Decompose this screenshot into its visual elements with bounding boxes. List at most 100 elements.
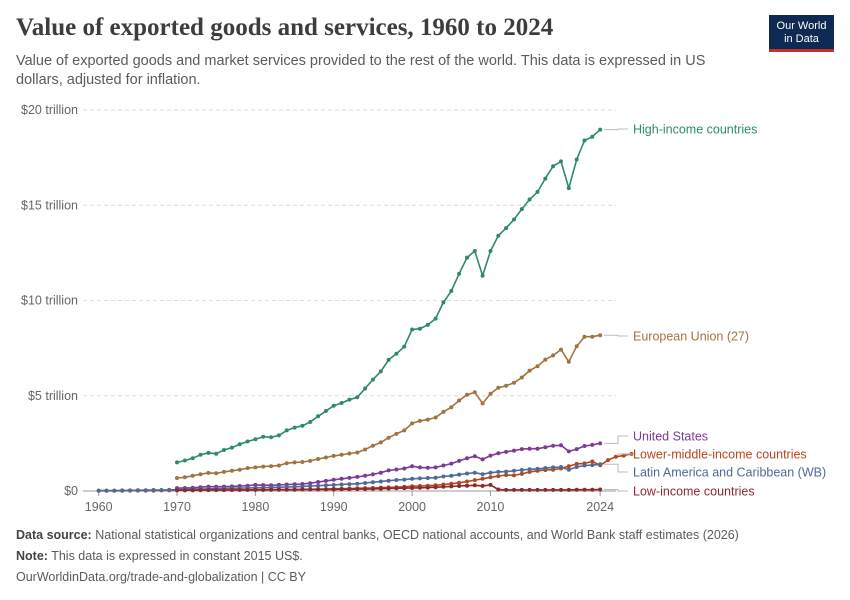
- data-point: [590, 134, 595, 139]
- data-point: [323, 483, 328, 488]
- data-point: [527, 487, 532, 492]
- data-point: [316, 487, 321, 492]
- data-point: [535, 446, 540, 451]
- data-point: [276, 433, 281, 438]
- data-point: [323, 487, 328, 492]
- data-point: [182, 475, 187, 480]
- data-point: [276, 487, 281, 492]
- x-tick-label: 1960: [85, 500, 113, 514]
- data-point: [378, 479, 383, 484]
- data-point: [182, 488, 187, 493]
- data-point: [527, 467, 532, 472]
- y-tick-label: $10 trillion: [21, 294, 78, 308]
- data-point: [433, 316, 438, 321]
- data-point: [378, 369, 383, 374]
- data-point: [347, 487, 352, 492]
- data-point: [433, 465, 438, 470]
- data-point: [370, 480, 375, 485]
- data-point: [339, 482, 344, 487]
- data-point: [214, 451, 219, 456]
- label-connector: [604, 435, 628, 444]
- data-point: [323, 455, 328, 460]
- data-point: [504, 473, 509, 477]
- data-point: [590, 442, 595, 447]
- data-point: [566, 186, 571, 191]
- data-point: [519, 471, 524, 476]
- data-point: [394, 431, 399, 436]
- data-point: [417, 326, 422, 331]
- data-point: [261, 464, 266, 469]
- logo-line-2: in Data: [784, 33, 819, 45]
- data-point: [175, 488, 179, 493]
- data-point: [402, 477, 407, 482]
- y-tick-label: $20 trillion: [21, 103, 78, 117]
- data-point: [590, 487, 595, 492]
- data-point: [308, 484, 313, 488]
- owid-logo[interactable]: Our World in Data: [769, 15, 834, 52]
- series-label: High-income countries: [633, 123, 757, 137]
- data-point: [496, 385, 501, 390]
- data-point: [582, 463, 587, 468]
- data-point: [159, 488, 164, 492]
- data-point: [370, 472, 375, 477]
- data-point: [386, 468, 391, 473]
- data-point: [441, 300, 446, 305]
- data-point: [402, 344, 407, 349]
- data-point: [425, 417, 430, 422]
- source-label: Data source:: [16, 528, 92, 542]
- data-point: [598, 487, 603, 492]
- data-point: [417, 485, 422, 490]
- data-point: [559, 465, 563, 469]
- data-point: [214, 471, 219, 476]
- data-point: [465, 471, 469, 476]
- data-point: [449, 405, 454, 410]
- data-point: [488, 391, 493, 396]
- data-point: [559, 443, 563, 448]
- data-point: [551, 443, 556, 448]
- data-point: [566, 487, 571, 492]
- data-point: [535, 487, 540, 492]
- data-point: [566, 464, 571, 469]
- data-point: [598, 127, 603, 132]
- data-point: [410, 476, 415, 481]
- data-point: [378, 486, 383, 491]
- note-label: Note:: [16, 549, 48, 563]
- data-point: [355, 474, 360, 479]
- data-point: [519, 487, 524, 492]
- data-point: [245, 439, 250, 444]
- data-point: [222, 448, 226, 452]
- data-point: [551, 487, 556, 492]
- data-point: [245, 487, 250, 492]
- data-point: [457, 271, 462, 276]
- data-point: [559, 159, 563, 164]
- data-point: [300, 487, 305, 492]
- data-point: [128, 488, 132, 493]
- series-label: Lower-middle-income countries: [633, 448, 807, 462]
- footer-url[interactable]: OurWorldinData.org/trade-and-globalizati…: [16, 570, 306, 584]
- data-point: [245, 466, 250, 471]
- data-point: [206, 450, 211, 455]
- data-point: [167, 487, 172, 492]
- data-point: [386, 435, 391, 440]
- data-point: [370, 486, 375, 491]
- data-point: [198, 452, 203, 457]
- data-point: [229, 487, 234, 492]
- data-point: [253, 465, 258, 470]
- data-point: [198, 488, 203, 492]
- data-point: [598, 441, 603, 446]
- data-point: [316, 480, 321, 484]
- data-point: [363, 473, 368, 478]
- data-point: [465, 392, 469, 397]
- data-point: [559, 487, 563, 492]
- data-point: [378, 440, 383, 445]
- data-point: [425, 485, 430, 490]
- data-point: [363, 481, 368, 485]
- data-point: [331, 477, 336, 482]
- data-point: [449, 484, 454, 489]
- data-point: [394, 478, 399, 482]
- data-point: [323, 478, 328, 483]
- data-point: [621, 453, 626, 458]
- data-point: [120, 488, 125, 493]
- data-point: [472, 454, 477, 459]
- data-point: [402, 466, 407, 471]
